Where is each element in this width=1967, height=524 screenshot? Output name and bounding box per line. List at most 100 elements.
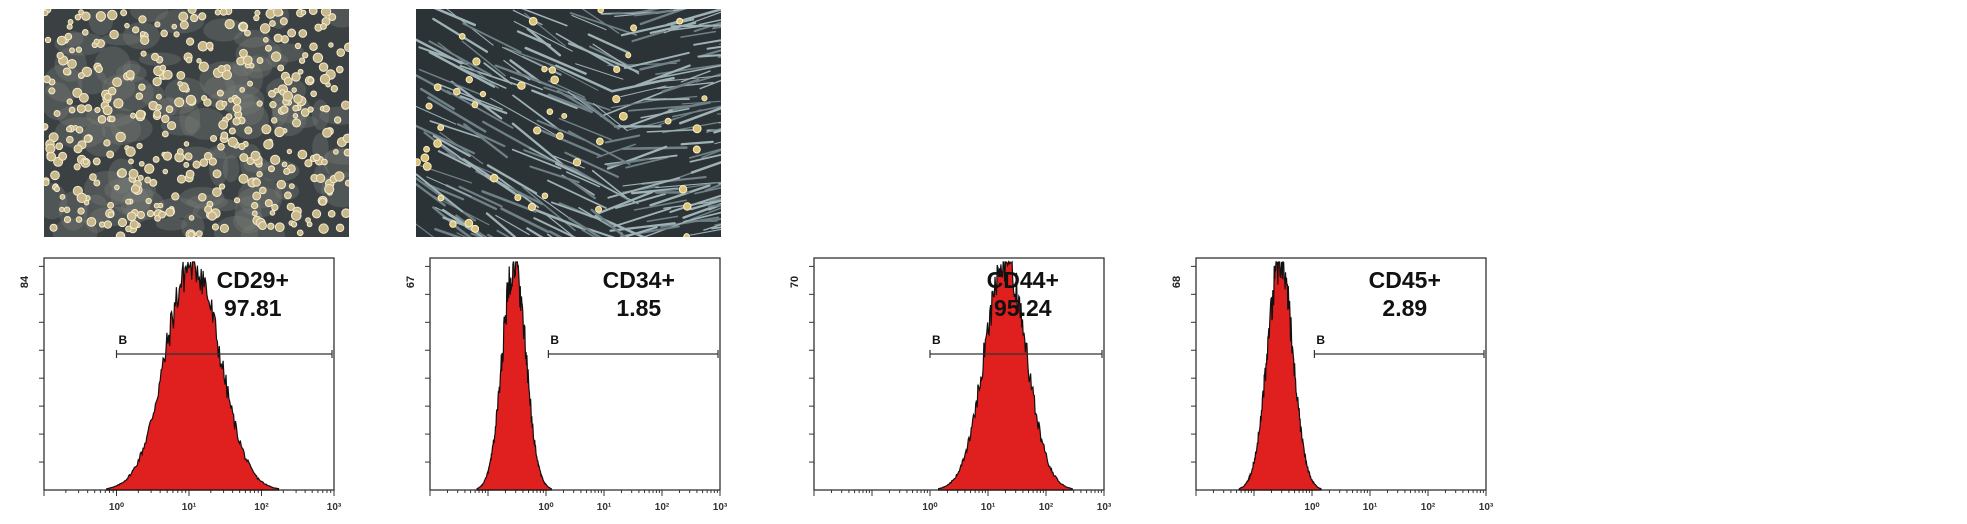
round-cell-shape xyxy=(159,64,167,72)
micrograph-rounded-cells xyxy=(44,9,349,237)
round-cell-shape xyxy=(76,192,88,204)
round-cell-shape xyxy=(252,178,261,187)
round-cell-shape xyxy=(320,23,327,30)
round-cell-shape xyxy=(333,116,342,124)
spindle-cell-shape xyxy=(463,123,509,159)
round-cell-shape xyxy=(81,29,89,36)
histogram-panel-cd29: 84 10⁰ 10¹ 10² 10³ B CD29+ 97.81 xyxy=(14,257,354,513)
spindle-cell-shape xyxy=(504,47,556,67)
round-cell-shape xyxy=(312,52,324,64)
round-cell-shape xyxy=(595,205,603,213)
round-cell-shape xyxy=(56,51,64,60)
round-cell-shape xyxy=(683,202,692,211)
round-cell-shape xyxy=(256,57,264,64)
spindle-cell-shape xyxy=(432,134,471,158)
spindle-cell-shape xyxy=(536,127,603,158)
round-cell-shape xyxy=(286,148,293,155)
round-cell-shape xyxy=(160,29,168,38)
spindle-cell-shape xyxy=(521,9,568,27)
round-cell-shape xyxy=(204,205,213,214)
round-cell-shape xyxy=(81,11,91,21)
spindle-cell-shape xyxy=(524,46,587,75)
spindle-cell-shape xyxy=(503,59,530,81)
round-cell-shape xyxy=(155,93,162,100)
round-cell-shape xyxy=(72,87,83,98)
round-cell-shape xyxy=(453,87,461,96)
spindle-cell-shape xyxy=(500,207,550,233)
spindle-cell-shape xyxy=(483,62,513,85)
round-cell-shape xyxy=(437,194,445,202)
round-cell-shape xyxy=(53,185,61,193)
cell-cluster-shape xyxy=(110,177,154,216)
round-cell-shape xyxy=(176,174,186,184)
spindle-cell-shape xyxy=(428,40,492,76)
round-cell-shape xyxy=(283,76,293,86)
spindle-cell-shape xyxy=(592,103,628,132)
round-cell-shape xyxy=(312,153,321,162)
round-cell-shape xyxy=(161,130,169,138)
round-cell-shape xyxy=(153,109,162,118)
round-cell-shape xyxy=(291,118,302,128)
round-cell-shape xyxy=(238,142,246,151)
spindle-cell-shape xyxy=(634,9,674,17)
round-cell-shape xyxy=(167,121,177,131)
spindle-cell-shape xyxy=(620,226,658,237)
round-cell-shape xyxy=(86,216,97,227)
spindle-cell-shape xyxy=(554,64,613,93)
spindle-cell-shape xyxy=(556,89,592,112)
round-cell-shape xyxy=(106,150,115,159)
spindle-cell-shape xyxy=(569,12,638,36)
round-cell-shape xyxy=(192,160,201,169)
round-cell-shape xyxy=(187,230,195,237)
round-cell-shape xyxy=(188,215,195,221)
round-cell-shape xyxy=(117,217,128,228)
round-cell-shape xyxy=(171,192,180,201)
round-cell-shape xyxy=(93,38,100,45)
round-cell-shape xyxy=(292,113,299,119)
round-cell-shape xyxy=(74,13,82,21)
spindle-cell-shape xyxy=(496,229,511,237)
round-cell-shape xyxy=(287,28,297,38)
spindle-cell-shape xyxy=(571,14,607,31)
round-cell-shape xyxy=(94,65,103,74)
round-cell-shape xyxy=(330,84,339,93)
round-cell-shape xyxy=(135,109,146,120)
round-cell-shape xyxy=(103,139,111,147)
round-cell-shape xyxy=(75,126,84,134)
spindle-cell-shape xyxy=(416,105,457,125)
x-tick-label: 10⁰ xyxy=(109,502,124,513)
round-cell-shape xyxy=(307,76,314,84)
round-cell-shape xyxy=(108,115,116,123)
round-cell-shape xyxy=(63,206,71,214)
spindle-cell-shape xyxy=(680,30,717,38)
round-cell-shape xyxy=(120,9,128,17)
round-cell-shape xyxy=(221,100,228,107)
y-max-label: 67 xyxy=(405,276,417,288)
round-cell-shape xyxy=(224,19,235,30)
round-cell-shape xyxy=(125,146,136,157)
marker-value: 97.81 xyxy=(224,295,282,321)
spindle-cell-shape xyxy=(439,84,504,110)
round-cell-shape xyxy=(238,173,249,184)
spindle-cell-shape xyxy=(708,203,721,208)
round-cell-shape xyxy=(290,210,302,221)
spindle-cell-shape xyxy=(452,64,507,89)
spindle-cell-shape xyxy=(694,186,721,195)
round-cell-shape xyxy=(280,105,289,114)
cell-cluster-shape xyxy=(81,120,123,157)
spindle-cell-shape xyxy=(623,109,673,129)
round-cell-shape xyxy=(300,108,310,117)
round-cell-shape xyxy=(178,11,189,22)
round-cell-shape xyxy=(208,157,217,166)
spindle-cell-shape xyxy=(450,80,503,120)
spindle-cell-shape xyxy=(596,143,636,159)
round-cell-shape xyxy=(292,104,299,112)
spindle-cell-shape xyxy=(458,185,503,208)
spindle-cell-shape xyxy=(418,68,485,97)
spindle-cell-shape xyxy=(682,228,721,237)
spindle-cell-shape xyxy=(567,177,596,200)
round-cell-shape xyxy=(517,81,526,90)
round-cell-shape xyxy=(449,220,457,228)
round-cell-shape xyxy=(273,33,283,43)
spindle-cell-shape xyxy=(564,151,620,178)
